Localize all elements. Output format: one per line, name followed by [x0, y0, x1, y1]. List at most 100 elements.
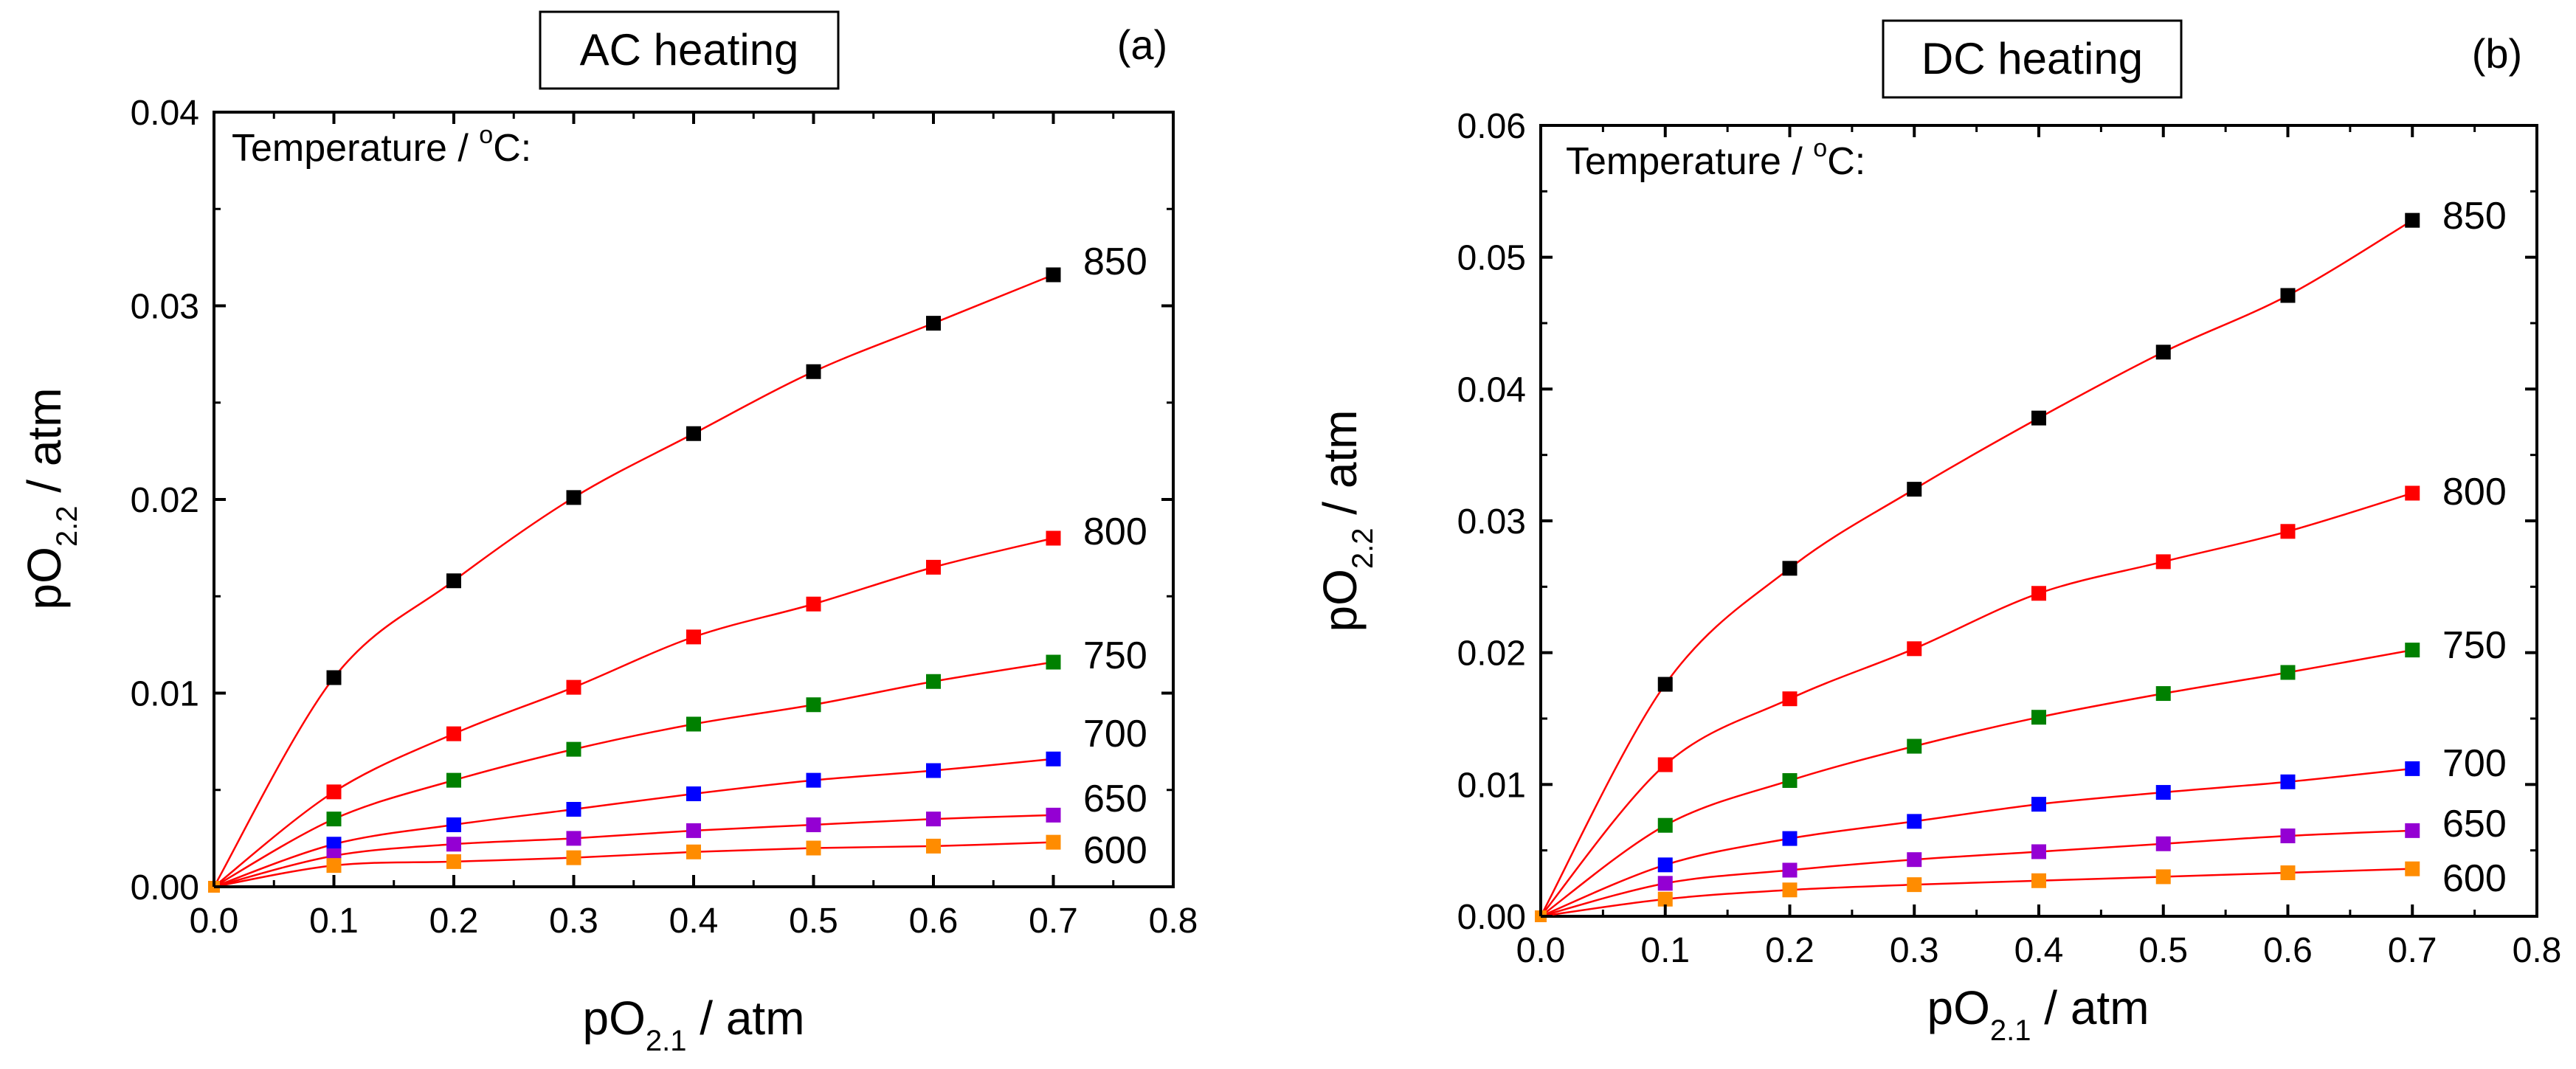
data-point-850 [2405, 212, 2420, 228]
panel-b-legend-title: Temperature / oC: [1566, 134, 1865, 183]
series-label-650: 650 [1083, 778, 1147, 820]
legend-title-degree: o [1813, 134, 1827, 162]
y-label-base: pO [18, 547, 71, 609]
panel-b-label: (b) [2472, 30, 2522, 77]
y-label-sub: 2.2 [1347, 528, 1379, 570]
data-point-600 [686, 844, 701, 859]
y-tick-label: 0.01 [1457, 766, 1526, 805]
x-label-base: pO [1927, 981, 1989, 1034]
data-point-850 [1657, 677, 1673, 692]
data-point-700 [326, 837, 342, 852]
data-point-600 [1782, 882, 1798, 898]
series-label-750: 750 [2442, 624, 2507, 667]
data-point-750 [926, 674, 941, 689]
data-point-600 [926, 838, 941, 854]
data-point-650 [2031, 844, 2046, 859]
data-point-800 [566, 679, 581, 695]
y-tick-label: 0.00 [1457, 898, 1526, 937]
data-point-700 [446, 817, 461, 832]
panel-a-legend-title: Temperature / oC: [232, 121, 531, 170]
data-point-750 [2155, 686, 2171, 702]
fit-line-650 [213, 814, 1054, 888]
data-point-650 [1782, 862, 1798, 878]
data-point-700 [1782, 831, 1798, 846]
panel-a-ac-heating: 0.0 0.1 0.2 0.3 0.4 0.5 0.6 0.7 0.8 0.00 0.01 0.02 0… [18, 10, 1198, 1057]
data-point-600 [446, 854, 461, 869]
data-point-600 [1907, 877, 1922, 893]
x-tick-label: 0.6 [909, 902, 959, 941]
series-label-700: 700 [2442, 742, 2507, 785]
data-point-800 [1907, 641, 1922, 657]
data-point-750 [1046, 654, 1061, 670]
x-label-base: pO [582, 992, 645, 1045]
data-point-850 [566, 490, 581, 505]
panel-a-label: (a) [1117, 21, 1167, 68]
data-point-650 [926, 812, 941, 827]
data-point-650 [1907, 852, 1922, 868]
data-point-800 [2155, 554, 2171, 570]
panel-a-series-labels: 850 800 750 700 650 600 [1083, 241, 1147, 872]
panel-b-ticks: 0.0 0.1 0.2 0.3 0.4 0.5 0.6 0.7 0.8 0.00 0.01 0.02 0… [1457, 107, 2562, 970]
panel-a-title: AC heating [580, 25, 799, 75]
series-label-800: 800 [2442, 471, 2507, 513]
x-tick-label: 0.5 [789, 902, 838, 941]
x-tick-label: 0.8 [2513, 931, 2562, 970]
x-tick-label: 0.3 [1890, 931, 1939, 970]
panel-b-data-points [1535, 212, 2420, 922]
data-point-650 [806, 817, 821, 832]
data-point-700 [686, 786, 701, 801]
fit-line-600 [213, 841, 1054, 888]
y-tick-label: 0.06 [1457, 107, 1526, 146]
data-point-750 [2280, 665, 2296, 680]
data-point-800 [2405, 485, 2420, 501]
legend-title-unit: C: [1827, 140, 1865, 183]
data-point-800 [806, 596, 821, 612]
data-point-800 [326, 784, 342, 800]
y-tick-label: 0.01 [131, 675, 199, 714]
x-tick-label: 0.1 [309, 902, 359, 941]
series-label-750: 750 [1083, 634, 1147, 677]
panel-b-title-box [1882, 19, 2183, 99]
data-point-600 [2155, 869, 2171, 885]
data-point-850 [686, 426, 701, 441]
panel-a-data-points [208, 267, 1061, 893]
y-tick-label: 0.02 [1457, 634, 1526, 674]
data-point-650 [2405, 823, 2420, 838]
legend-title-text: Temperature / [1566, 140, 1813, 183]
data-point-850 [1907, 482, 1922, 497]
series-label-600: 600 [2442, 857, 2507, 900]
data-point-850 [1782, 561, 1798, 576]
data-point-600 [2405, 861, 2420, 876]
data-point-650 [686, 823, 701, 838]
fit-line-650 [1540, 829, 2413, 918]
y-tick-label: 0.03 [1457, 502, 1526, 542]
data-point-850 [2031, 410, 2046, 426]
y-tick-label: 0.03 [131, 288, 199, 327]
panel-b-dc-heating: 0.0 0.1 0.2 0.3 0.4 0.5 0.6 0.7 0.8 0.00 0.01 0.02 0… [1313, 19, 2562, 1047]
y-label-base: pO [1313, 569, 1367, 632]
data-point-850 [806, 364, 821, 379]
data-point-800 [1046, 530, 1061, 546]
series-label-850: 850 [1083, 241, 1147, 283]
data-point-800 [2280, 524, 2296, 539]
panel-b-fit-lines [1539, 219, 2413, 918]
data-point-800 [1782, 691, 1798, 707]
fit-line-750 [1540, 648, 2413, 918]
data-point-850 [326, 670, 342, 685]
y-tick-label: 0.05 [1457, 239, 1526, 278]
legend-title-unit: C: [493, 127, 531, 170]
data-point-850 [926, 316, 941, 331]
panel-a-ticks: 0.0 0.1 0.2 0.3 0.4 0.5 0.6 0.7 0.8 0.00 0.01 0.02 0… [131, 94, 1198, 941]
legend-title-text: Temperature / [232, 127, 479, 170]
x-tick-label: 0.0 [190, 902, 239, 941]
x-tick-label: 0.3 [549, 902, 598, 941]
data-point-800 [446, 726, 461, 741]
x-label-rest: / atm [2031, 981, 2149, 1034]
data-point-700 [1907, 814, 1922, 829]
data-point-600 [1046, 834, 1061, 850]
y-label-rest: / atm [1313, 409, 1367, 527]
data-point-850 [1046, 267, 1061, 283]
x-tick-label: 0.0 [1516, 931, 1566, 970]
panel-b-title: DC heating [1921, 34, 2143, 83]
